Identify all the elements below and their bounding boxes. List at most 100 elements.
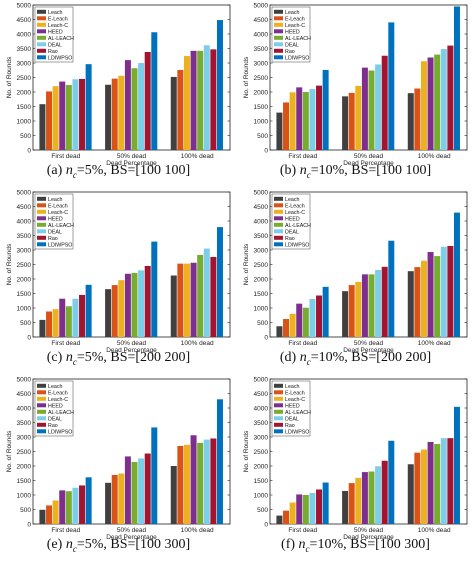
bar-leach-c (183, 444, 190, 524)
legend-swatch (37, 209, 46, 214)
y-tick-label: 500 (20, 507, 31, 514)
caption-subscript: c (305, 543, 310, 554)
caption-text: =10%, BS=[200 200] (310, 350, 432, 365)
bar-e-leach (46, 91, 53, 150)
y-tick-label: 4000 (254, 31, 269, 38)
bar-rao (79, 485, 86, 524)
bar-ldiwpso (453, 212, 460, 337)
y-tick-label: 0 (27, 521, 31, 528)
legend-label: LDIWPSO (48, 429, 72, 435)
bar-e-leach (414, 267, 421, 337)
bar-e-leach (348, 285, 355, 337)
legend-swatch (37, 416, 46, 421)
bar-al-leach (302, 307, 309, 337)
legend-swatch (274, 416, 283, 421)
bar-deal (72, 79, 79, 150)
legend-label: E-Leach (285, 390, 305, 396)
bar-heed (427, 252, 434, 337)
y-tick-label: 3500 (254, 46, 269, 53)
caption-subscript: c (72, 169, 77, 180)
bar-deal (203, 248, 210, 337)
bar-chart: 0 500 1000 1500 2000 2500 3000 3500 4000 4500 5000… (6, 376, 231, 541)
legend-box (34, 6, 74, 63)
legend-label: DEAL (285, 229, 299, 235)
caption-variable: n (298, 537, 306, 552)
bar-ldiwpso (85, 64, 92, 150)
legend-swatch (274, 209, 283, 214)
legend-swatch (274, 35, 283, 40)
legend: LeachE-LeachLeach-CHEEDAL-LEACHDEALRaoLD… (34, 193, 74, 250)
bar-heed (296, 303, 303, 337)
bar-e-leach (283, 319, 290, 337)
legend-swatch (37, 242, 46, 247)
y-tick-label: 4000 (17, 31, 32, 38)
y-tick-label: 3000 (254, 60, 269, 67)
y-axis-label: No. of Rounds (6, 56, 13, 98)
bar-al-leach (131, 272, 138, 337)
y-tick-label: 500 (257, 507, 268, 514)
y-tick-label: 2500 (17, 449, 32, 456)
legend-swatch (274, 222, 283, 227)
bar-leach-c (355, 477, 362, 524)
legend-swatch (274, 203, 283, 208)
bar-leach (342, 96, 349, 150)
bar-heed (190, 435, 197, 524)
legend-swatch (37, 229, 46, 234)
legend-swatch (274, 390, 283, 395)
bar-leach (407, 93, 414, 150)
y-tick-label: 2000 (17, 89, 32, 96)
y-tick-label: 4500 (254, 391, 269, 398)
y-tick-label: 4500 (254, 17, 269, 24)
legend-label: DEAL (48, 42, 62, 48)
y-tick-label: 500 (20, 133, 31, 140)
legend-label: AL-LEACH (285, 36, 311, 42)
bar-ldiwpso (216, 227, 223, 337)
y-tick-label: 5000 (17, 376, 32, 383)
bar-leach-c (289, 313, 296, 337)
caption-prefix: (e) (46, 537, 66, 552)
x-tick-label: 50% dead (117, 527, 147, 534)
legend-label: E-Leach (285, 203, 305, 209)
bar-leach-c (52, 86, 59, 150)
y-tick-label: 3500 (254, 233, 269, 240)
legend-swatch (274, 383, 283, 388)
legend-swatch (37, 42, 46, 47)
caption-prefix: (f) (281, 537, 299, 552)
legend-label: Leach (285, 10, 299, 16)
bar-leach-c (52, 309, 59, 337)
legend-label: Rao (285, 423, 295, 429)
bar-leach (407, 464, 414, 524)
y-tick-label: 2000 (17, 276, 32, 283)
bar-rao (210, 438, 217, 524)
bar-e-leach (111, 474, 118, 524)
legend-label: AL-LEACH (48, 410, 74, 416)
legend-swatch (37, 429, 46, 434)
bar-deal (72, 487, 79, 524)
bar-rao (79, 294, 86, 337)
legend-swatch (274, 216, 283, 221)
legend-label: Leach (48, 197, 62, 203)
chart-caption: (b) nc=10%, BS=[100 100] (237, 163, 474, 180)
bar-rao (381, 55, 388, 150)
y-tick-label: 5000 (17, 189, 32, 196)
legend-label: Leach-C (285, 210, 305, 216)
y-tick-label: 2500 (17, 75, 32, 82)
x-axis-label: Dead Percentage (106, 160, 157, 167)
legend-label: LDIWPSO (285, 429, 309, 435)
caption-subscript: c (72, 356, 77, 367)
caption-variable: n (65, 163, 73, 178)
legend-label: Leach (48, 384, 62, 390)
x-tick-label: First dead (288, 153, 317, 160)
legend-swatch (37, 35, 46, 40)
bar-rao (144, 453, 151, 524)
y-tick-label: 2500 (254, 262, 269, 269)
legend-swatch (274, 429, 283, 434)
x-tick-label: First dead (51, 340, 80, 347)
bar-leach (105, 482, 112, 524)
legend-swatch (274, 235, 283, 240)
legend: LeachE-LeachLeach-CHEEDAL-LEACHDEALRaoLD… (271, 380, 311, 437)
chart-panel: 0 500 1000 1500 2000 2500 3000 3500 4000 4500 5000… (0, 374, 237, 561)
caption-variable: n (299, 163, 307, 178)
bar-rao (210, 256, 217, 337)
y-tick-label: 1000 (17, 305, 32, 312)
